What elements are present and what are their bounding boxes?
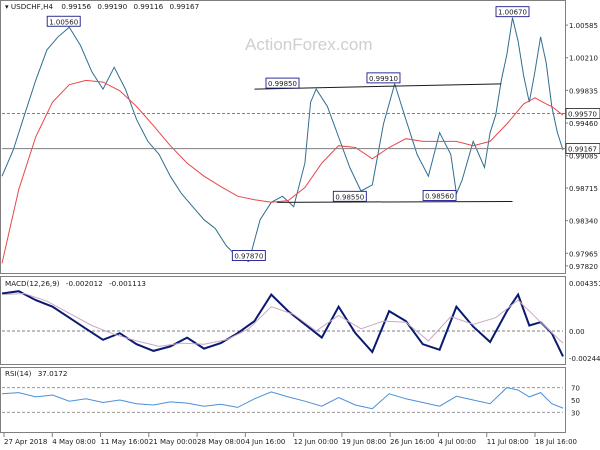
macd-header: MACD(12,26,9) -0.002012 -0.001113 — [5, 279, 146, 288]
rsi-header: RSI(14) 37.0172 — [5, 369, 67, 378]
x-tick-label: 4 Jul 00:00 — [438, 438, 476, 446]
price-y-tick-label: 0.97965 — [569, 250, 598, 258]
price-annotation-label: 0.98550 — [335, 193, 364, 201]
price-annotation-label: 0.99850 — [268, 80, 297, 88]
ohlc-high: 0.99190 — [97, 2, 127, 11]
price-annotation-box — [332, 190, 367, 202]
marker-label: 0.99167 — [568, 146, 597, 154]
rsi-title: RSI(14) — [5, 369, 32, 378]
x-tick-label: 4 Jun 16:00 — [245, 438, 285, 446]
x-tick-label: 21 May 00:00 — [149, 438, 197, 446]
rsi-value: 37.0172 — [38, 369, 68, 378]
price-y-tick-label: 1.00585 — [569, 22, 598, 30]
x-tick-label: 11 May 16:00 — [101, 438, 149, 446]
marker-label-box — [565, 108, 600, 119]
ohlc-close: 0.99167 — [169, 2, 199, 11]
macd-title: MACD(12,26,9) — [5, 279, 60, 288]
annotation-layer: 1.00560 1.00670 0.99850 0.99910 0.98550 0.985… — [2, 6, 566, 261]
x-tick-label: 18 Jul 16:00 — [535, 438, 577, 446]
x-tick-label: 19 Jun 08:00 — [342, 438, 386, 446]
series-layer — [1, 17, 564, 410]
price-y-tick-label: 0.99085 — [569, 153, 598, 161]
x-tick-label: 28 May 08:00 — [197, 438, 245, 446]
rsi-line — [1, 387, 564, 410]
macd-value-2: -0.001113 — [109, 279, 146, 288]
price-annotation-label: 0.99910 — [369, 75, 398, 83]
price-title: USDCHF,H4 — [11, 2, 54, 11]
price-annotation-box — [495, 6, 530, 18]
price-annotation-label: 1.00670 — [498, 9, 527, 17]
rsi-y-tick-label: 30 — [571, 409, 580, 417]
x-tick-label: 11 Jul 08:00 — [487, 438, 529, 446]
price-y-tick-label: 0.99835 — [569, 87, 598, 95]
ohlc-open: 0.99156 — [61, 2, 91, 11]
trendline-2 — [276, 200, 513, 203]
grid-layer — [2, 330, 563, 413]
marker-label: 0.99570 — [568, 110, 597, 118]
price-annotation-label: 0.97870 — [234, 253, 263, 261]
ohlc-low: 0.99116 — [133, 2, 163, 11]
price-y-tick-label: 0.99460 — [569, 120, 598, 128]
macd-y-tick-label: 0.004351 — [569, 280, 600, 288]
watermark: ActionForex.com — [245, 35, 373, 54]
x-tick-label: 4 May 08:00 — [52, 438, 96, 446]
price-panel-frame — [0, 0, 566, 274]
price-header: ▾ USDCHF,H4 0.99156 0.99190 0.99116 0.99… — [5, 2, 199, 11]
x-tick-label: 12 Jun 00:00 — [294, 438, 338, 446]
macd-panel-frame — [0, 276, 566, 365]
rsi-y-tick-label: 50 — [571, 397, 580, 405]
price-y-tick-label: 0.97820 — [569, 263, 598, 271]
macd-value-1: -0.002012 — [66, 279, 103, 288]
marker-label-box — [565, 143, 600, 154]
rsi-panel-frame — [0, 367, 566, 433]
price-y-tick-label: 0.98340 — [569, 218, 598, 226]
price-annotation-box — [422, 190, 457, 201]
price-y-tick-label: 0.98715 — [569, 185, 598, 193]
price-annotation-box — [46, 15, 81, 27]
price-annotation-label: 1.00560 — [49, 18, 78, 26]
price-series-line — [1, 17, 564, 263]
moving-average-line — [1, 79, 564, 264]
price-annotation-box — [231, 250, 266, 261]
price-y-tick-label: 1.00210 — [569, 55, 598, 63]
rsi-y-tick-label: 70 — [571, 385, 580, 393]
macd-signal-line — [1, 292, 564, 347]
x-tick-label: 26 Jun 16:00 — [390, 438, 434, 446]
macd-y-tick-label: 0.00 — [569, 328, 585, 336]
macd-line — [1, 290, 564, 357]
price-annotation-label: 0.98560 — [425, 192, 454, 200]
macd-y-tick-label: -0.002448 — [569, 355, 600, 363]
x-tick-label: 27 Apr 2018 — [4, 438, 47, 446]
axes-layer: 0.99570 0.99167 1.00585 1.00210 0.99835 0.994… — [3, 22, 600, 446]
header-arrow-icon: ▾ — [5, 2, 11, 11]
price-annotation-box — [366, 72, 401, 84]
price-annotation-box — [265, 77, 300, 89]
